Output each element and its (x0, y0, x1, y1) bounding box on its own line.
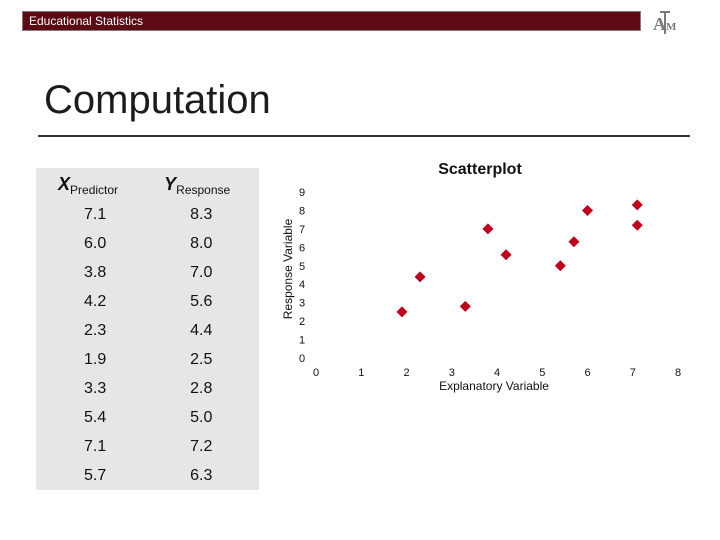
chart-title: Scatterplot (438, 161, 522, 178)
data-point (631, 219, 643, 231)
x-axis-label: Explanatory Variable (439, 379, 549, 393)
x-value: 2.3 (84, 321, 107, 339)
x-subscript: Predictor (70, 182, 119, 197)
logo-letter-m: M (666, 21, 677, 33)
table-row: 5.7 6.3 (36, 461, 259, 490)
table-row: 2.3 4.4 (36, 316, 259, 345)
y-tick-label: 8 (299, 205, 305, 217)
university-logo: A M (653, 11, 677, 34)
data-point (459, 300, 471, 312)
header-title: Educational Statistics (29, 14, 144, 28)
title-divider (38, 135, 690, 137)
table-row: 5.4 5.0 (36, 403, 259, 432)
y-value: 7.2 (190, 437, 213, 455)
data-point (554, 260, 566, 272)
page-title: Computation (44, 78, 271, 122)
x-tick-label: 3 (449, 367, 455, 379)
y-symbol: Y (164, 173, 177, 194)
table-row: 1.9 2.5 (36, 345, 259, 374)
y-subscript: Response (176, 182, 231, 197)
y-value: 5.0 (190, 408, 213, 426)
header-bar: Educational Statistics (22, 11, 641, 31)
x-tick-label: 8 (675, 367, 681, 379)
x-tick-label: 1 (358, 367, 364, 379)
y-tick-label: 5 (299, 261, 305, 273)
data-point (396, 306, 408, 318)
x-value: 5.7 (84, 466, 107, 484)
y-value: 8.3 (190, 205, 213, 223)
x-tick-label: 4 (494, 367, 500, 379)
y-tick-label: 6 (299, 242, 305, 254)
data-point (631, 199, 643, 211)
x-value: 3.8 (84, 263, 107, 281)
y-value: 2.8 (190, 379, 213, 397)
y-header: YResponse (146, 168, 259, 200)
x-tick-label: 2 (403, 367, 409, 379)
y-tick-label: 3 (299, 298, 305, 310)
y-axis-label: Response Variable (281, 218, 295, 319)
x-value: 7.1 (84, 437, 107, 455)
table-row: 3.3 2.8 (36, 374, 259, 403)
data-point (414, 271, 426, 283)
y-tick-label: 2 (299, 316, 305, 328)
x-header: XPredictor (36, 168, 146, 200)
x-tick-labels: 0 1 2 3 4 5 6 7 8 (313, 367, 681, 379)
y-tick-label: 0 (299, 353, 305, 365)
table-row: 6.0 8.0 (36, 229, 259, 258)
y-value: 8.0 (190, 234, 213, 252)
table-header-row: XPredictor YResponse (36, 168, 259, 200)
logo-letter-a: A (653, 14, 666, 34)
y-tick-labels: 0 1 2 3 4 5 6 7 8 9 (299, 187, 305, 365)
data-point (568, 236, 580, 248)
scatter-chart: Scatterplot Response Variable Explanator… (281, 161, 681, 393)
table-row: 7.1 8.3 (36, 200, 259, 229)
y-value: 5.6 (190, 292, 213, 310)
y-tick-label: 1 (299, 335, 305, 347)
table-row: 7.1 7.2 (36, 432, 259, 461)
x-tick-label: 0 (313, 367, 319, 379)
data-point (482, 223, 494, 235)
y-tick-label: 7 (299, 224, 305, 236)
x-symbol: X (58, 173, 71, 194)
y-value: 4.4 (190, 321, 213, 339)
y-tick-label: 4 (299, 279, 305, 291)
x-tick-label: 6 (584, 367, 590, 379)
x-value: 1.9 (84, 350, 107, 368)
x-value: 7.1 (84, 205, 107, 223)
y-value: 6.3 (190, 466, 213, 484)
table-body: 7.1 8.3 6.0 8.0 3.8 7.0 4.2 5.6 2.3 4.4 1.9 2.5 3.3 2… (36, 200, 259, 490)
y-tick-label: 9 (299, 187, 305, 199)
data-point (582, 204, 593, 216)
x-tick-label: 5 (539, 367, 545, 379)
data-point (500, 249, 512, 261)
y-value: 7.0 (190, 263, 213, 281)
data-table: XPredictor YResponse 7.1 8.3 6.0 8.0 3.8 7.0 4… (36, 168, 259, 490)
x-value: 5.4 (84, 408, 107, 426)
table-row: 3.8 7.0 (36, 258, 259, 287)
y-value: 2.5 (190, 350, 213, 368)
data-points (396, 199, 643, 318)
x-value: 3.3 (84, 379, 107, 397)
x-value: 4.2 (84, 292, 107, 310)
x-value: 6.0 (84, 234, 107, 252)
x-tick-label: 7 (630, 367, 636, 379)
table-row: 4.2 5.6 (36, 287, 259, 316)
